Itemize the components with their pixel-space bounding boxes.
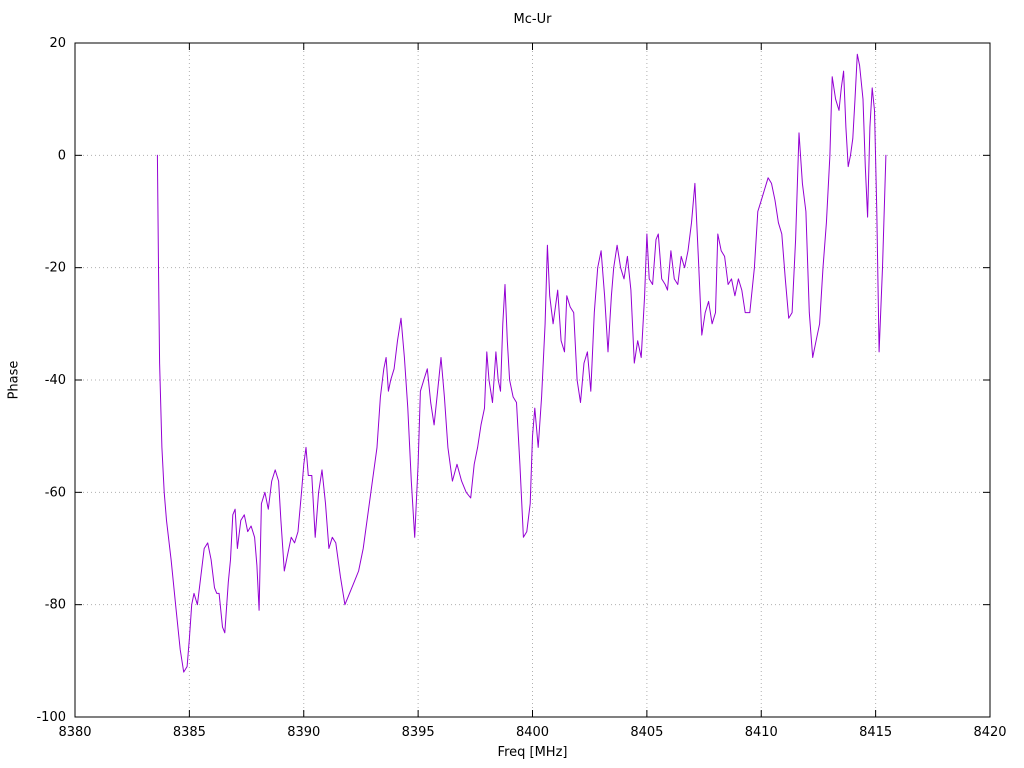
x-tick-label: 8390 (287, 725, 320, 740)
x-tick-label: 8400 (516, 725, 549, 740)
y-tick-label: -40 (45, 373, 66, 388)
y-tick-label: -20 (45, 261, 66, 276)
x-tick-label: 8405 (630, 725, 663, 740)
y-tick-label: 20 (49, 36, 66, 51)
x-tick-label: 8395 (402, 725, 435, 740)
y-tick-label: -60 (45, 485, 66, 500)
x-tick-label: 8415 (859, 725, 892, 740)
phase-trace (156, 53, 887, 673)
chart-title: Mc-Ur (513, 12, 552, 27)
y-tick-label: -80 (45, 598, 66, 613)
y-tick-label: 0 (58, 148, 66, 163)
y-tick-label: -100 (36, 710, 66, 725)
x-tick-label: 8385 (173, 725, 206, 740)
x-tick-label: 8420 (973, 725, 1006, 740)
x-axis-label: Freq [MHz] (497, 745, 568, 760)
x-tick-label: 8380 (58, 725, 91, 740)
y-axis-label: Phase (6, 360, 22, 400)
x-tick-label: 8410 (745, 725, 778, 740)
